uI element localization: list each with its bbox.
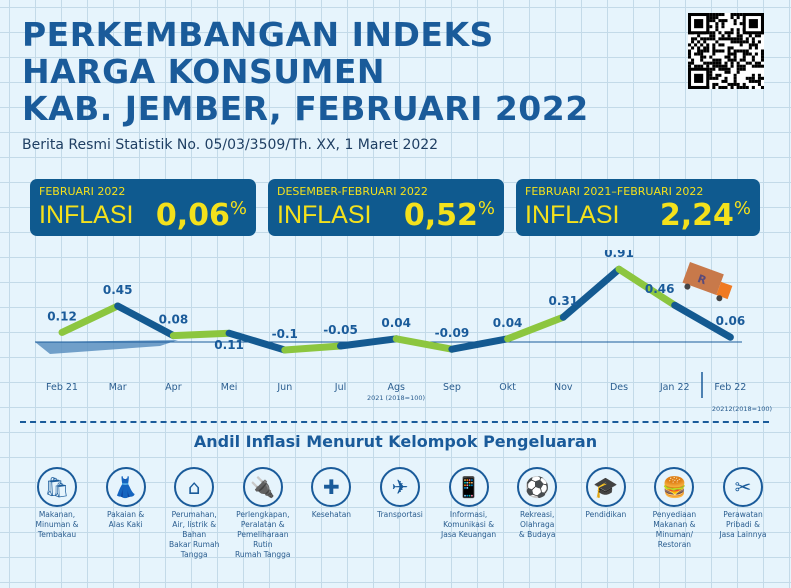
line-segment [169,329,233,340]
expenditure-group: 🛍 Makanan, Minuman & Tembakau [21,467,93,540]
title-line-1: PERKEMBANGAN INDEKS [22,15,494,54]
data-label: 0.08 [159,313,189,327]
x-tick-label: Jul [334,382,346,393]
line-segment [392,335,456,353]
group-label: Perawatan Pribadi & Jasa Lainnya [719,510,767,539]
expenditure-group: 🔌 Perlengkapan, Peralatan & Pemeliharaan … [227,467,299,560]
line-segment [58,302,122,336]
box-label: INFLASI [39,201,134,229]
x-tick-label: Okt [499,382,516,393]
group-label: Kesehatan [311,510,352,519]
box-unit: % [477,198,495,219]
data-label: 0.91 [604,250,634,260]
grocery-bag-icon: 🛍 [37,467,77,507]
inflation-box-yoy: FEBRUARI 2021–FEBRUARI 2022 INFLASI 2,24% [516,179,760,236]
group-label: Perumahan, Air, listrik & Bahan Bakar Ru… [169,510,220,559]
data-label: -0.1 [272,327,298,341]
expenditure-group: ✚ Kesehatan [295,467,367,520]
x-tick-label: Apr [165,382,182,393]
group-label: Transportasi [377,510,423,519]
data-label: 0.11 [214,338,244,352]
x-tick-label: Jun [276,382,292,393]
football-player-icon: ⚽ [517,467,558,507]
data-label: 0.06 [716,314,746,328]
note-2021: 2021 (2018=100) [367,394,425,402]
line-segment [225,329,289,354]
data-label: 0.45 [103,283,133,297]
box-value: 0,52 [403,198,478,233]
expenditure-group: ✈ Transportasi [364,467,436,520]
data-label: 0.04 [381,316,411,330]
data-label: -0.05 [323,323,358,337]
scissors-comb-icon: ✂ [723,467,763,507]
note-2022: 20212(2018=100) [712,405,772,413]
expenditure-group: ⚽ Rekreasi, Olahraga & Budaya [501,467,573,540]
box-label: INFLASI [277,201,372,229]
x-tick-label: Sep [443,382,461,393]
expenditure-group: ⌂ Perumahan, Air, listrik & Bahan Bakar R… [158,467,230,560]
graduation-cap-icon: 🎓 [585,467,626,507]
box-period: DESEMBER-FEBRUARI 2022 [277,185,428,198]
expenditure-group: 👗 Pakaian & Alas Kaki [90,467,162,530]
data-label: 0.12 [47,309,77,323]
x-tick-label: Jan 22 [659,382,690,393]
group-label: Informasi, Komunikasi & Jasa Keuangan [441,510,497,539]
box-value: 2,24 [659,198,734,233]
box-period: FEBRUARI 2021–FEBRUARI 2022 [525,185,704,198]
subtitle: Berita Resmi Statistik No. 05/03/3509/Th… [22,137,439,153]
x-tick-label: Mei [221,382,238,393]
group-label: Pakaian & Alas Kaki [106,510,145,529]
group-label: Pendidikan [585,510,627,519]
data-label: -0.09 [435,326,470,340]
box-value: 0,06 [155,198,230,233]
andil-title: Andil Inflasi Menurut Kelompok Pengeluar… [193,432,598,451]
inflation-box-ytd: DESEMBER-FEBRUARI 2022 INFLASI 0,52% [268,179,504,236]
truck-icon: R [682,262,733,302]
title-line-2: HARGA KONSUMEN [22,52,386,91]
line-segment [671,301,734,341]
section-divider [20,421,769,423]
data-label: 0.46 [645,282,675,296]
x-tick-label: Des [610,382,628,393]
qr-code [688,13,764,89]
data-label: 0.31 [548,294,578,308]
box-period: FEBRUARI 2022 [39,185,126,198]
baseline-shadow [35,340,178,354]
box-unit: % [733,198,751,219]
title-line-3: KAB. JEMBER, FEBRUARI 2022 [22,89,589,128]
expenditure-group: 📱 Informasi, Komunikasi & Jasa Keuangan [433,467,505,540]
page-title: PERKEMBANGAN INDEKS HARGA KONSUMEN KAB. … [22,16,589,127]
group-label: Penyediaan Makanan & Minuman/ Restoran [652,510,697,549]
power-plug-icon: 🔌 [242,467,283,507]
x-tick-label: Mar [109,382,127,393]
expenditure-group: ✂ Perawatan Pribadi & Jasa Lainnya [707,467,779,540]
group-label: Perlengkapan, Peralatan & Pemeliharaan R… [235,510,291,559]
inflation-line-chart: 0.12 0.45 0.08 0.11 -0.1 -0.05 0.04 -0.09 0.04 0.… [35,250,772,413]
smartphone-icon: 📱 [448,467,489,507]
x-tick-label: Nov [554,382,573,393]
line-segment [448,335,512,353]
expenditure-group: 🍔 Penyediaan Makanan & Minuman/ Restoran [638,467,710,550]
line-segment [504,313,567,343]
box-label: INFLASI [525,201,620,229]
x-tick-label: Ags [387,382,405,393]
line-segment [337,335,400,350]
house-icon: ⌂ [174,467,215,507]
x-tick-label: Feb 21 [46,382,78,393]
line-segment [281,342,344,354]
dress-icon: 👗 [105,467,146,507]
data-label: 0.04 [493,316,523,330]
expenditure-group: 🎓 Pendidikan [570,467,642,520]
burger-drink-icon: 🍔 [654,467,695,507]
inflation-box-monthly: FEBRUARI 2022 INFLASI 0,06% [30,179,256,236]
airplane-icon: ✈ [380,467,420,507]
x-tick-label: Feb 22 [714,382,746,393]
group-label: Rekreasi, Olahraga & Budaya [518,510,556,539]
group-label: Makanan, Minuman & Tembakau [35,510,79,539]
line-segment [615,265,679,309]
box-unit: % [229,198,247,219]
line-segment [559,265,623,321]
medical-kit-icon: ✚ [311,467,352,507]
line-segment [114,302,177,340]
